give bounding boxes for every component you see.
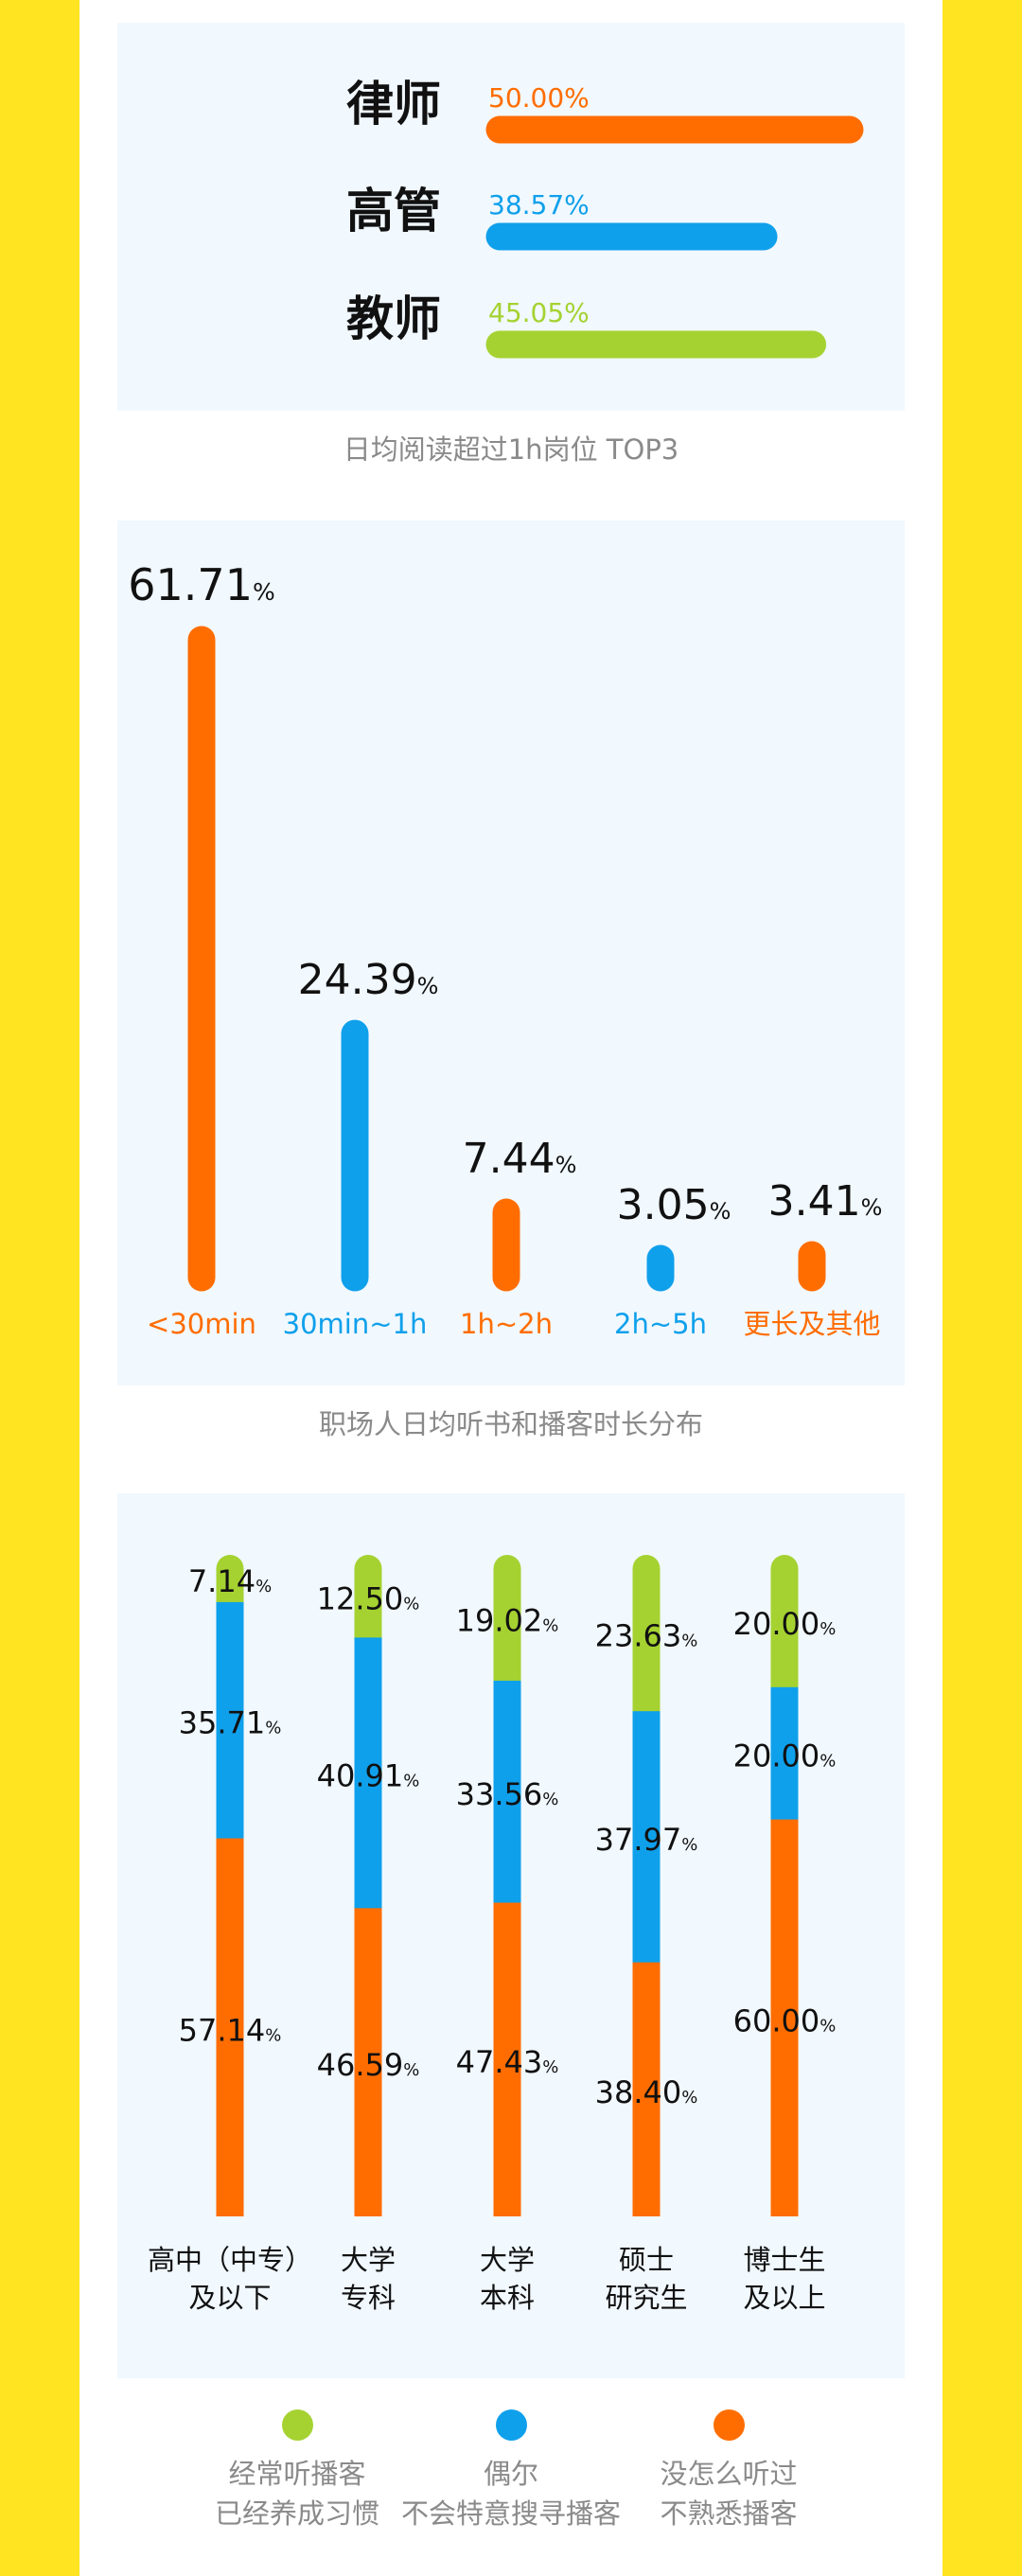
legend-line2: 不会特意搜寻播客 (400, 2497, 621, 2530)
edu-segment-blue-4 (770, 1686, 799, 1821)
duration-value-label-2: 7.44% (463, 1135, 577, 1183)
edu-segment-blue-0 (216, 1601, 244, 1840)
edu-segment-green-fill-4 (770, 1568, 799, 1689)
edu-category-line2-1: 专科 (341, 2282, 396, 2314)
top-jobs-caption: 日均阅读超过1h岗位 TOP3 (343, 433, 679, 466)
duration-value-label-0: 61.71% (128, 559, 274, 610)
job-label-1: 高管 (346, 184, 441, 238)
legend-line2: 不熟悉播客 (660, 2497, 798, 2530)
edu-value-blue-3: 37.97% (595, 1822, 698, 1858)
edu-value-green-2: 19.02% (456, 1602, 559, 1638)
edu-segment-blue-3 (632, 1711, 661, 1964)
edu-value-orange-1: 46.59% (317, 2047, 420, 2083)
edu-value-green-1: 12.50% (317, 1581, 420, 1617)
legend-dot-orange (713, 2409, 745, 2441)
job-value-label-2: 45.05% (488, 297, 590, 328)
edu-category-line2-4: 及以上 (743, 2282, 825, 2314)
legend-line1: 没怎么听过 (660, 2458, 798, 2490)
duration-bar-base-2 (492, 1264, 520, 1278)
edu-segment-orange-4 (770, 1819, 799, 2216)
duration-axis-label-1: 30min~1h (283, 1308, 428, 1340)
legend-dot-blue (495, 2409, 527, 2441)
edu-segment-green-fill-2 (493, 1568, 521, 1683)
edu-segment-orange-2 (493, 1902, 521, 2216)
duration-value-label-3: 3.05% (617, 1181, 731, 1229)
edu-segment-orange-0 (216, 1838, 244, 2216)
legend-line2: 已经养成习惯 (214, 2497, 379, 2530)
edu-category-line1-4: 博士生 (743, 2244, 825, 2276)
legend-line1: 经常听播客 (228, 2458, 366, 2490)
edu-value-green-3: 23.63% (595, 1618, 698, 1654)
edu-value-orange-4: 60.00% (733, 2003, 837, 2038)
edu-value-green-4: 20.00% (733, 1606, 837, 1642)
edu-value-orange-0: 57.14% (179, 2012, 282, 2048)
job-label-2: 教师 (346, 291, 441, 346)
edu-value-green-0: 7.14% (188, 1563, 272, 1599)
edu-category-line1-2: 大学 (480, 2244, 535, 2276)
edu-segment-blue-1 (354, 1637, 382, 1910)
edu-category-line2-0: 及以下 (188, 2282, 271, 2314)
edu-category-line1-3: 硕士 (619, 2244, 674, 2276)
edu-value-orange-3: 38.40% (595, 2074, 698, 2110)
edu-value-blue-0: 35.71% (179, 1705, 282, 1741)
edu-category-line2-2: 本科 (480, 2282, 535, 2314)
edu-value-blue-4: 20.00% (733, 1738, 837, 1774)
edu-value-orange-2: 47.43% (456, 2044, 559, 2080)
edu-segment-blue-2 (493, 1680, 521, 1904)
duration-bar-base-0 (187, 1264, 216, 1278)
edu-category-line1-1: 大学 (341, 2244, 396, 2276)
legend-item-frequent: 经常听播客 已经养成习惯 (165, 2409, 430, 2533)
job-value-label-0: 50.00% (488, 82, 590, 114)
duration-value-label-1: 24.39% (298, 956, 439, 1004)
job-value-label-1: 38.57% (488, 189, 590, 221)
duration-caption: 职场人日均听书和播客时长分布 (318, 1408, 703, 1440)
duration-axis-label-0: <30min (147, 1308, 256, 1340)
legend-line1: 偶尔 (483, 2458, 538, 2490)
edu-category-line2-3: 研究生 (605, 2282, 687, 2314)
legend-dot-green (281, 2409, 313, 2441)
legend-item-rarely: 没怎么听过 不熟悉播客 (596, 2409, 861, 2533)
edu-segment-green-fill-1 (354, 1568, 382, 1640)
duration-bar-base-4 (798, 1264, 826, 1278)
duration-bar-base-3 (646, 1264, 675, 1278)
legend-item-occasional: 偶尔 不会特意搜寻播客 (379, 2409, 643, 2533)
edu-segment-orange-3 (632, 1962, 661, 2216)
edu-segment-green-fill-0 (216, 1568, 244, 1604)
edu-value-blue-1: 40.91% (317, 1757, 420, 1793)
duration-axis-label-2: 1h~2h (460, 1308, 553, 1340)
duration-axis-label-3: 2h~5h (614, 1308, 707, 1340)
job-label-0: 律师 (346, 77, 441, 132)
edu-segment-green-fill-3 (632, 1568, 661, 1714)
duration-value-label-4: 3.41% (768, 1177, 883, 1226)
edu-category-line1-0: 高中（中专） (148, 2244, 312, 2276)
duration-axis-label-4: 更长及其他 (743, 1308, 880, 1340)
duration-bar-base-1 (341, 1264, 369, 1278)
edu-segment-orange-1 (354, 1908, 382, 2216)
edu-value-blue-2: 33.56% (456, 1776, 559, 1812)
